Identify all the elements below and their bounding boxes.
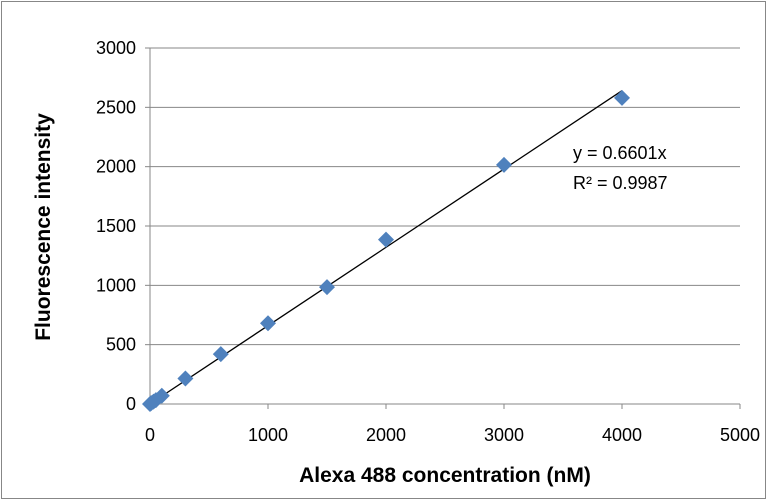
data-point (177, 370, 194, 387)
y-axis-ticks: 0 500 1000 1500 2000 2500 3000 (96, 38, 150, 414)
y-tick-label: 2000 (96, 157, 136, 177)
data-points (142, 89, 630, 412)
y-tick-label: 0 (126, 394, 136, 414)
y-tick-label: 500 (106, 335, 136, 355)
y-tick-label: 1000 (96, 275, 136, 295)
data-point (319, 279, 335, 296)
trendline-equation: y = 0.6601x (573, 143, 667, 163)
x-axis-ticks: 0 1000 2000 3000 4000 5000 (145, 404, 760, 445)
x-axis-title: Alexa 488 concentration (nM) (299, 464, 591, 487)
y-tick-label: 1500 (96, 216, 136, 236)
data-point (378, 231, 394, 248)
data-point (153, 387, 170, 404)
x-tick-label: 3000 (484, 425, 524, 445)
x-tick-label: 4000 (602, 425, 642, 445)
x-tick-label: 5000 (720, 425, 760, 445)
x-tick-label: 1000 (248, 425, 288, 445)
data-point (496, 156, 512, 173)
y-tick-label: 3000 (96, 38, 136, 58)
x-tick-label: 0 (145, 425, 155, 445)
x-tick-label: 2000 (366, 425, 406, 445)
trendline-r-squared: R² = 0.9987 (573, 173, 668, 193)
data-point (614, 89, 630, 106)
gridlines (150, 47, 740, 346)
y-tick-label: 2500 (96, 97, 136, 117)
y-axis-title: Fluorescence intensity (32, 113, 55, 341)
data-point (212, 346, 229, 363)
data-point (260, 315, 276, 332)
